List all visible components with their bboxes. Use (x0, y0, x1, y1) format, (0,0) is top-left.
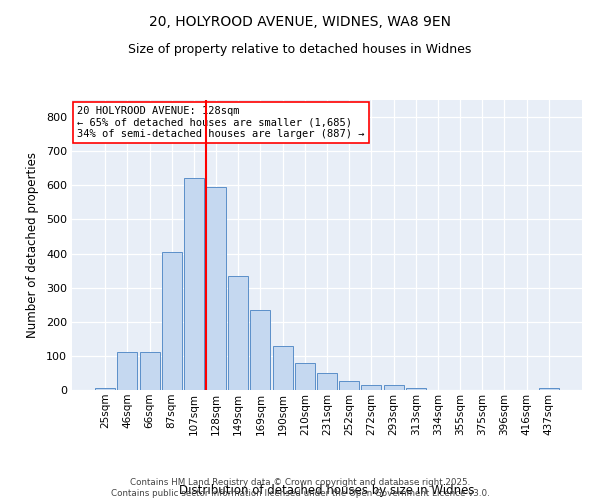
X-axis label: Distribution of detached houses by size in Widnes: Distribution of detached houses by size … (179, 484, 475, 496)
Bar (539, 388, 559, 390)
Bar (250, 310, 271, 390)
Text: Size of property relative to detached houses in Widnes: Size of property relative to detached ho… (128, 42, 472, 56)
Bar (339, 382, 359, 390)
Bar (317, 373, 337, 390)
Bar (383, 385, 404, 390)
Bar (406, 388, 426, 390)
Bar (95, 388, 115, 390)
Bar (272, 346, 293, 390)
Bar (162, 252, 182, 390)
Bar (361, 385, 382, 390)
Y-axis label: Number of detached properties: Number of detached properties (26, 152, 39, 338)
Bar (228, 276, 248, 390)
Text: 20 HOLYROOD AVENUE: 128sqm
← 65% of detached houses are smaller (1,685)
34% of s: 20 HOLYROOD AVENUE: 128sqm ← 65% of deta… (77, 106, 365, 139)
Text: Contains HM Land Registry data © Crown copyright and database right 2025.
Contai: Contains HM Land Registry data © Crown c… (110, 478, 490, 498)
Bar (184, 178, 204, 390)
Bar (118, 352, 137, 390)
Bar (295, 362, 315, 390)
Text: 20, HOLYROOD AVENUE, WIDNES, WA8 9EN: 20, HOLYROOD AVENUE, WIDNES, WA8 9EN (149, 15, 451, 29)
Bar (140, 352, 160, 390)
Bar (206, 187, 226, 390)
